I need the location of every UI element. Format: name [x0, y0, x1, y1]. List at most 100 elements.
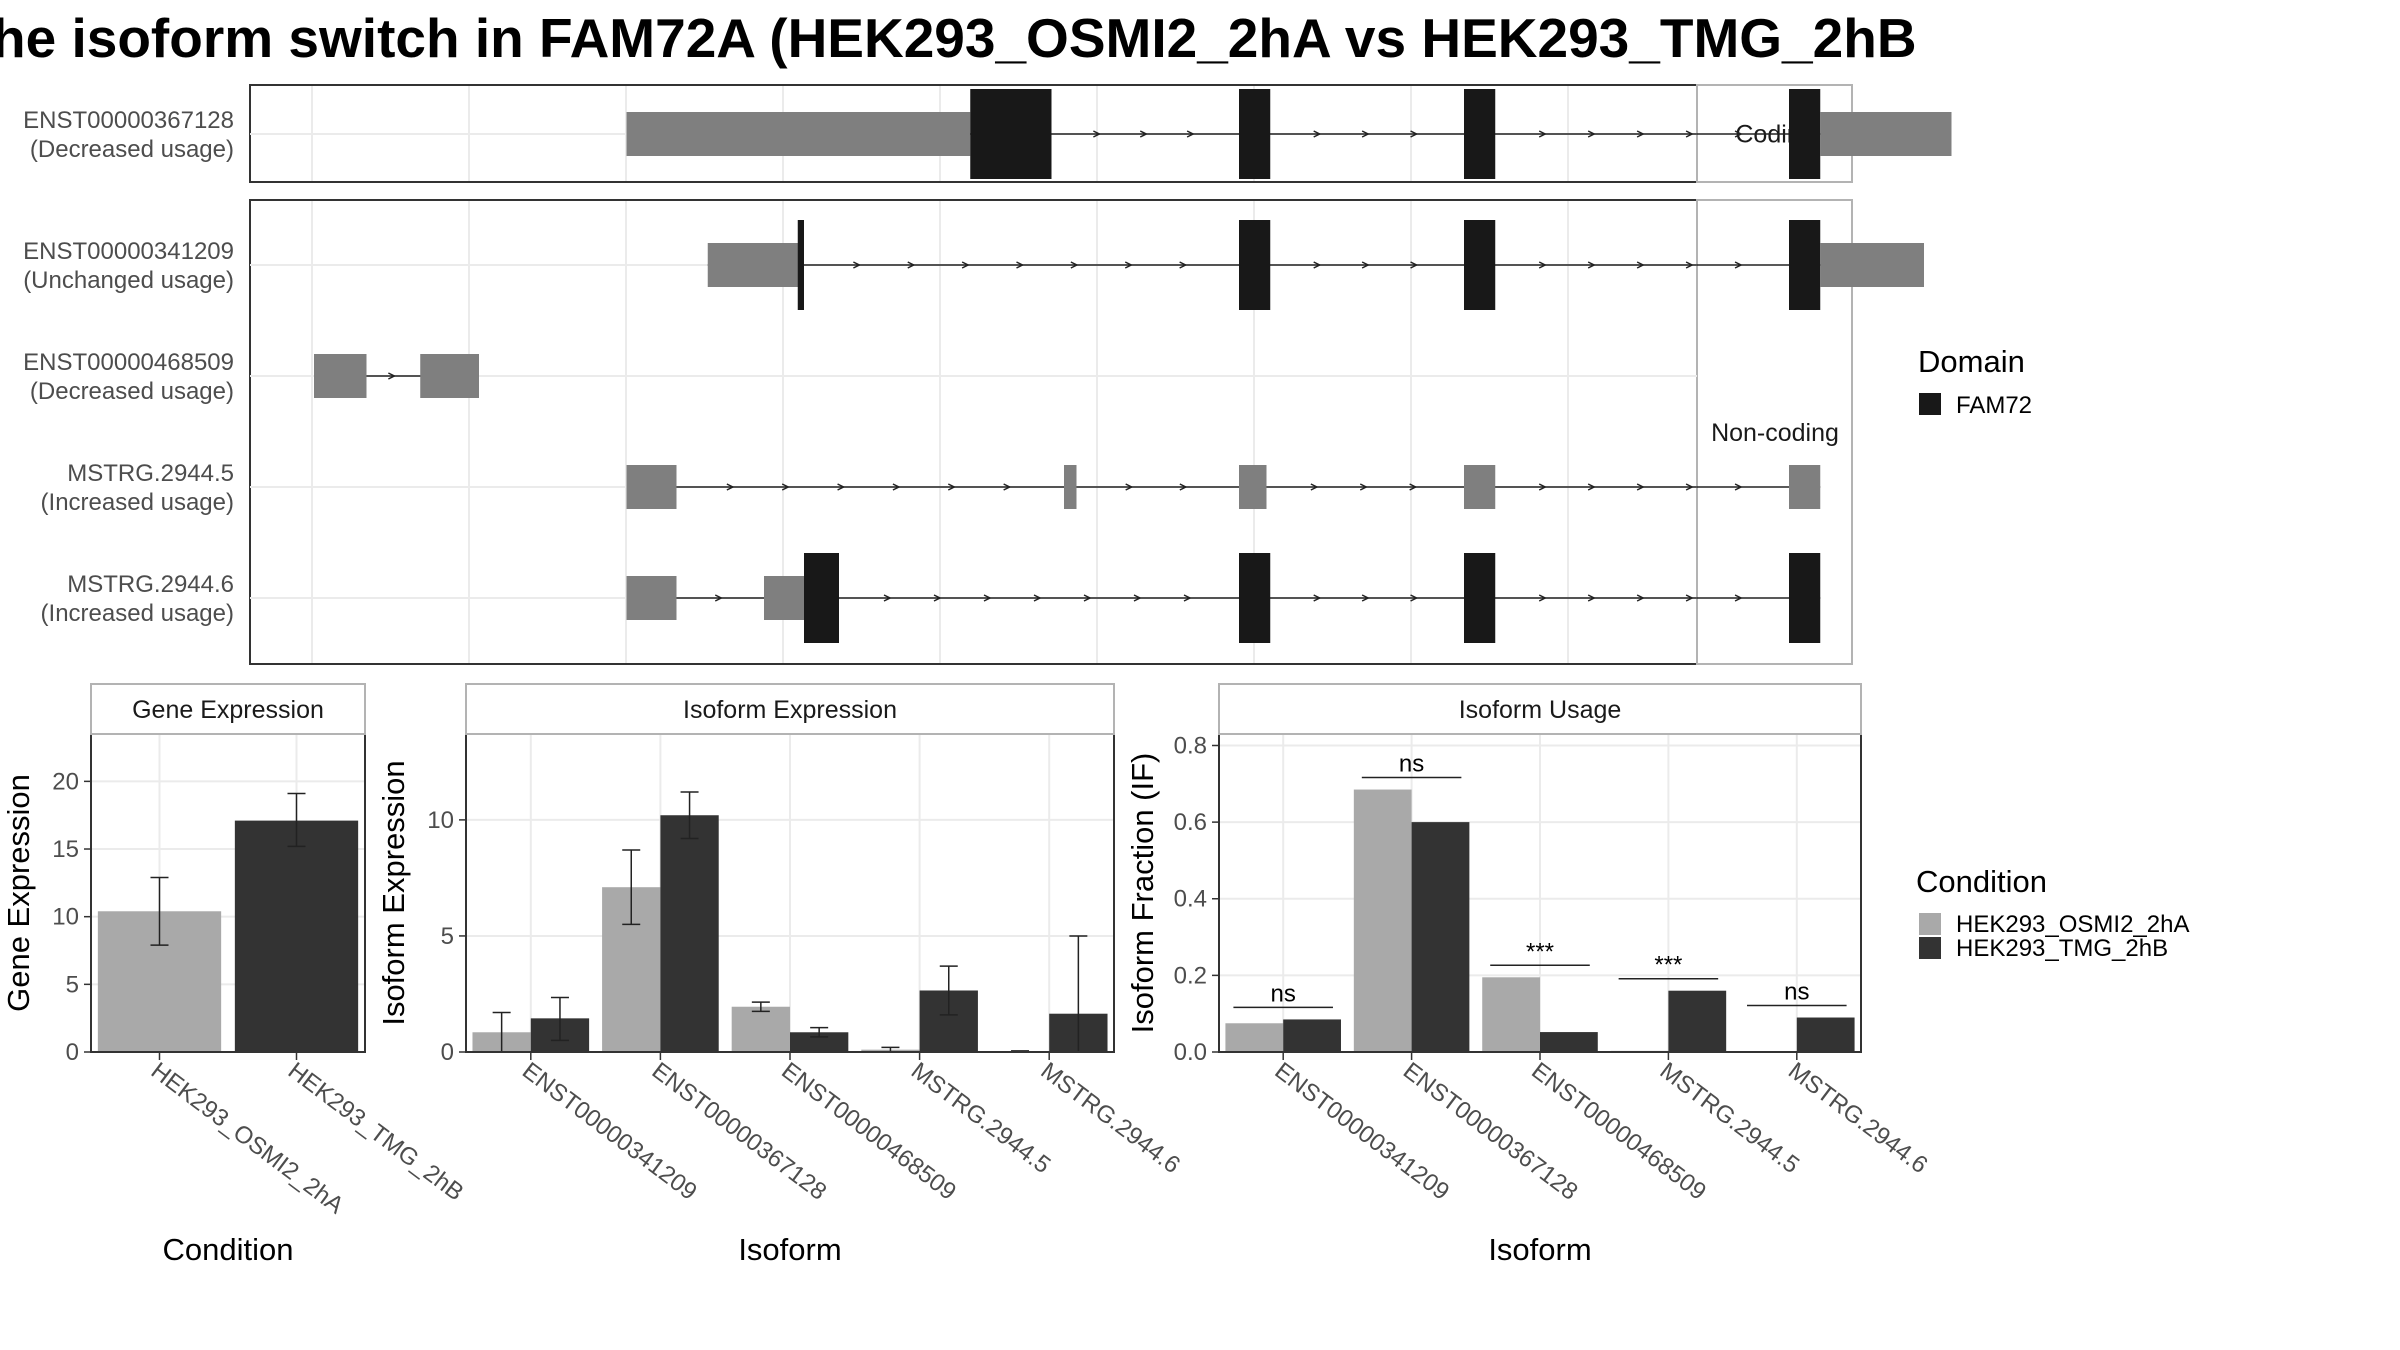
intron-arrow — [837, 483, 846, 491]
intron-arrow — [726, 483, 735, 491]
intron-arrow — [1734, 483, 1743, 491]
exon-domain-block — [804, 553, 839, 643]
transcript-id-label: MSTRG.2944.6 — [67, 571, 234, 598]
figure-title: he isoform switch in FAM72A (HEK293_OSMI… — [0, 7, 1917, 69]
intron-arrow — [1636, 130, 1645, 138]
intron-arrow — [1587, 594, 1596, 602]
transcript-id-label: MSTRG.2944.5 — [67, 460, 234, 487]
intron-arrow — [1361, 261, 1370, 269]
intron-arrow — [1179, 261, 1188, 269]
bar — [1411, 822, 1470, 1052]
y-tick-label: 0.4 — [1174, 886, 1207, 913]
legend-label: HEK293_TMG_2hB — [1956, 935, 2168, 962]
intron-arrow — [983, 594, 992, 602]
exon-domain-block — [1789, 220, 1821, 310]
transcript-usage-label: (Increased usage) — [41, 600, 234, 627]
intron-arrow — [907, 261, 916, 269]
bar — [731, 1006, 790, 1052]
exon-block — [626, 112, 971, 156]
bar — [1283, 1019, 1341, 1052]
exon-block — [1820, 243, 1924, 287]
legend-swatch — [1919, 913, 1941, 935]
intron-arrow — [947, 483, 956, 491]
exon-domain-block — [1239, 553, 1271, 643]
y-axis-title: Isoform Fraction (IF) — [1125, 753, 1160, 1034]
panel-title: Gene Expression — [132, 696, 324, 724]
intron-arrow — [1313, 130, 1322, 138]
bar — [234, 820, 359, 1052]
bar — [660, 815, 719, 1052]
y-tick-label: 0.0 — [1174, 1039, 1207, 1066]
exon-block — [764, 576, 804, 620]
exon-domain-block — [797, 220, 804, 310]
intron-arrow — [1016, 261, 1025, 269]
intron-arrow — [1133, 594, 1142, 602]
domain-legend-title: Domain — [1918, 344, 2025, 379]
intron-arrow — [933, 594, 942, 602]
y-tick-label: 0 — [441, 1039, 454, 1066]
intron-arrow — [1410, 130, 1419, 138]
intron-arrow — [1538, 130, 1547, 138]
panel-strip — [465, 683, 1115, 735]
intron-arrow — [1003, 483, 1012, 491]
intron-arrow — [1538, 594, 1547, 602]
y-tick-label: 5 — [66, 971, 79, 998]
panel-strip — [90, 683, 366, 735]
legends: Domain FAM72 Condition HEK293_OSMI2_2hAHEK2… — [1916, 344, 2189, 962]
intron-arrow — [1636, 483, 1645, 491]
intron-arrow — [388, 372, 397, 380]
significance-label: ns — [1271, 980, 1296, 1007]
y-axis-title: Gene Expression — [1, 774, 36, 1012]
facet-label: Non-coding — [1711, 419, 1839, 447]
y-tick-label: 20 — [52, 768, 79, 795]
x-tick-label: MSTRG.2944.6 — [1783, 1057, 1932, 1179]
intron-arrow — [1410, 261, 1419, 269]
intron-arrow — [1361, 130, 1370, 138]
y-tick-label: 0 — [66, 1039, 79, 1066]
exon-block — [1464, 465, 1496, 509]
panel-strip — [1218, 683, 1862, 735]
intron-arrow — [1410, 594, 1419, 602]
exon-domain-block — [1239, 220, 1271, 310]
y-tick-label: 10 — [427, 807, 454, 834]
intron-arrow — [1587, 483, 1596, 491]
exon-block — [626, 465, 677, 509]
intron-arrow — [853, 261, 862, 269]
intron-arrow — [1070, 261, 1079, 269]
intron-arrow — [1139, 130, 1148, 138]
exon-block — [707, 243, 777, 287]
bar-chart-panels: HEK293_OSMI2_2hAHEK293_TMG_2hB05101520Ge… — [1, 683, 1933, 1267]
x-axis-title: Isoform — [1488, 1232, 1591, 1267]
intron-arrow — [1125, 483, 1134, 491]
intron-arrow — [1409, 483, 1418, 491]
exon-domain-block — [970, 89, 1052, 179]
transcript-id-label: ENST00000367128 — [23, 107, 234, 134]
bar — [1353, 789, 1412, 1052]
exon-block — [1820, 112, 1952, 156]
intron-arrow — [1313, 261, 1322, 269]
intron-arrow — [1734, 130, 1743, 138]
condition-legend-title: Condition — [1916, 864, 2047, 899]
exon-domain-block — [1464, 553, 1496, 643]
bar — [1482, 977, 1540, 1052]
transcript-structure-plot: CodingNon-codingENST00000367128(Decrease… — [23, 84, 1952, 665]
intron-arrow — [1734, 261, 1743, 269]
bar — [1225, 1023, 1284, 1052]
intron-arrow — [1310, 483, 1319, 491]
intron-arrow — [1636, 594, 1645, 602]
intron-arrow — [1587, 130, 1596, 138]
bar-panel-3: nsENST00000341209nsENST00000367128***ENS… — [1125, 683, 1933, 1267]
bar — [1796, 1017, 1855, 1052]
x-tick-label: MSTRG.2944.6 — [1036, 1057, 1185, 1179]
y-tick-label: 0.8 — [1174, 732, 1207, 759]
exon-block — [1789, 465, 1821, 509]
intron-arrow — [1538, 483, 1547, 491]
y-tick-label: 0.2 — [1174, 962, 1207, 989]
intron-arrow — [1685, 594, 1694, 602]
transcript-usage-label: (Increased usage) — [41, 489, 234, 516]
significance-label: *** — [1526, 938, 1554, 965]
y-axis-title: Isoform Expression — [376, 760, 411, 1025]
intron-arrow — [1179, 483, 1188, 491]
intron-arrow — [1685, 130, 1694, 138]
transcript-usage-label: (Decreased usage) — [30, 378, 234, 405]
